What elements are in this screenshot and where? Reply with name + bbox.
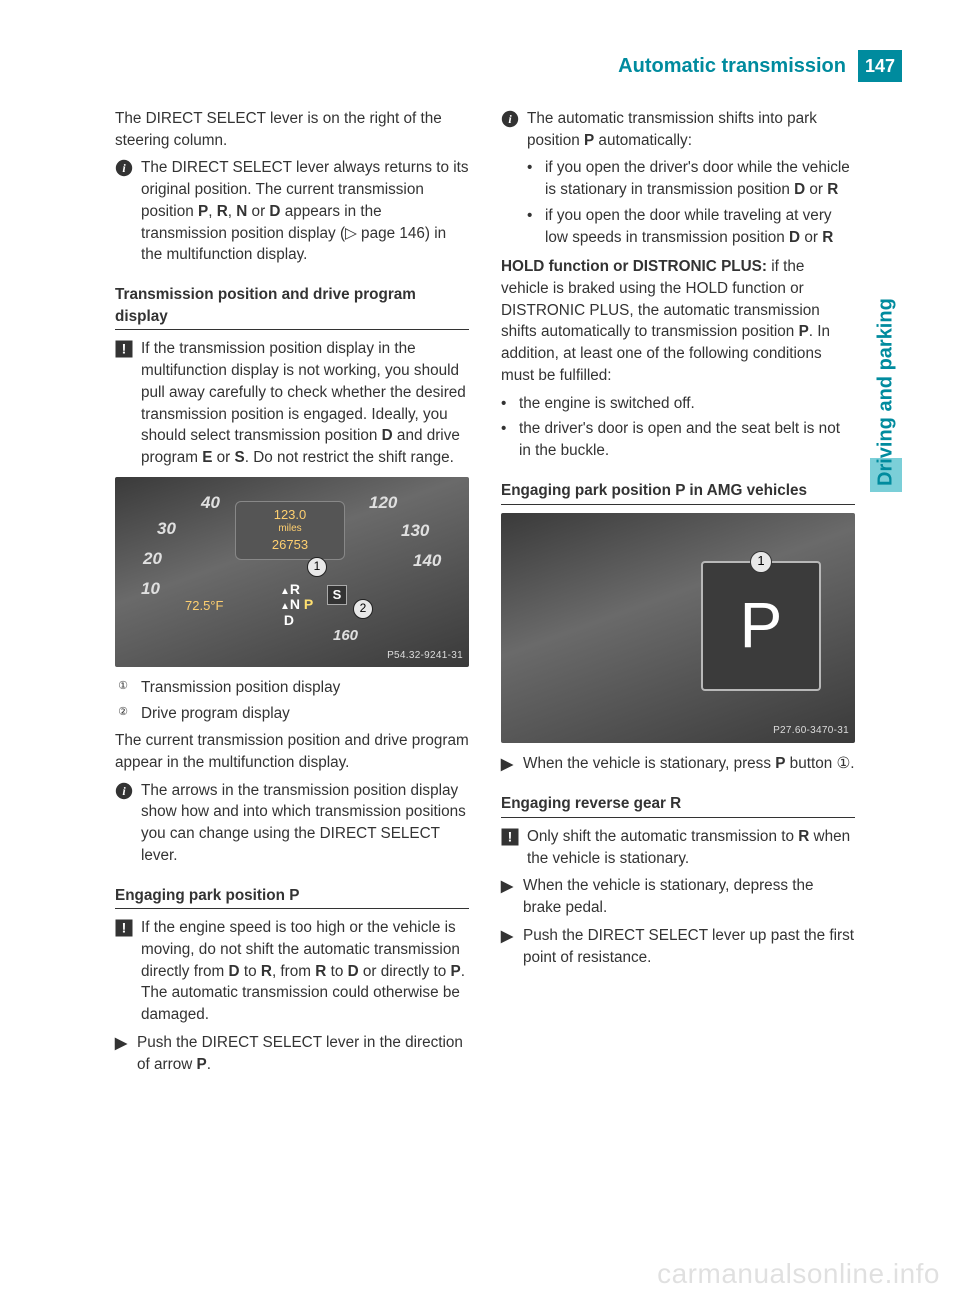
warning-block: ! Only shift the automatic transmission … xyxy=(501,826,855,869)
subheading: Engaging park position P xyxy=(115,885,469,907)
step-text: Push the DIRECT SELECT lever in the dire… xyxy=(137,1032,469,1075)
callout-2: 2 xyxy=(353,599,373,619)
step-block: ▶ When the vehicle is stationary, press … xyxy=(501,753,855,776)
figure-amg-p-button: P 1 P27.60-3470-31 xyxy=(501,513,855,743)
step-text: When the vehicle is stationary, press P … xyxy=(523,753,855,776)
bullet-icon: • xyxy=(527,205,537,248)
subheading-rule xyxy=(115,329,469,330)
step-arrow-icon: ▶ xyxy=(501,754,515,776)
bullet-icon: • xyxy=(527,157,537,200)
legend-text: Transmission position display xyxy=(141,677,340,699)
callout-1: 1 xyxy=(307,557,327,577)
step-text: When the vehicle is stationary, depress … xyxy=(523,875,855,918)
bullet-icon: • xyxy=(501,393,511,415)
info-icon: i xyxy=(501,110,519,128)
bullet-text: the engine is switched off. xyxy=(519,393,695,415)
legend-row: ② Drive program display xyxy=(115,703,469,725)
info-text: The arrows in the transmission position … xyxy=(141,780,469,867)
warning-block: ! If the engine speed is too high or the… xyxy=(115,917,469,1026)
legend-row: ① Transmission position display xyxy=(115,677,469,699)
warning-icon: ! xyxy=(115,340,133,358)
info-icon: i xyxy=(115,159,133,177)
warning-text: If the engine speed is too high or the v… xyxy=(141,917,469,1026)
legend-marker-2: ② xyxy=(115,705,131,721)
info-block: i The automatic transmission shifts into… xyxy=(501,108,855,151)
figure-code: P27.60-3470-31 xyxy=(773,724,849,738)
figure-code: P54.32-9241-31 xyxy=(387,649,463,663)
step-arrow-icon: ▶ xyxy=(115,1033,129,1075)
bullet: • the driver's door is open and the seat… xyxy=(501,418,855,461)
sub-bullet-list: • if you open the driver's door while th… xyxy=(501,157,855,248)
step-arrow-icon: ▶ xyxy=(501,926,515,968)
step-block: ▶ Push the DIRECT SELECT lever in the di… xyxy=(115,1032,469,1075)
warning-text: If the transmission position display in … xyxy=(141,338,469,468)
subheading: Engaging reverse gear R xyxy=(501,793,855,815)
info-icon: i xyxy=(115,782,133,800)
section-title: Automatic transmission xyxy=(618,50,858,82)
sub-bullet-text: if you open the door while traveling at … xyxy=(545,205,855,248)
gauge-overlay: 40 30 20 10 120 130 140 123.0 miles 2675… xyxy=(115,477,469,667)
warning-icon: ! xyxy=(115,919,133,937)
page-number: 147 xyxy=(858,50,902,82)
legend-text: Drive program display xyxy=(141,703,290,725)
side-tab-label: Driving and parking xyxy=(874,132,898,492)
warning-icon: ! xyxy=(501,828,519,846)
svg-text:!: ! xyxy=(122,341,127,357)
step-arrow-icon: ▶ xyxy=(501,876,515,918)
paragraph: The DIRECT SELECT lever is on the right … xyxy=(115,108,469,151)
sub-bullet: • if you open the driver's door while th… xyxy=(527,157,855,200)
column-left: The DIRECT SELECT lever is on the right … xyxy=(115,108,469,1081)
info-text: The DIRECT SELECT lever always returns t… xyxy=(141,157,469,266)
column-right: i The automatic transmission shifts into… xyxy=(501,108,855,1081)
legend-marker-1: ① xyxy=(115,679,131,695)
subheading-rule xyxy=(501,817,855,818)
subheading: Engaging park position P in AMG vehicles xyxy=(501,480,855,502)
callout-1: 1 xyxy=(750,551,772,573)
gauge-center-display: 123.0 miles 26753 xyxy=(235,501,345,560)
gauge-drive-program: S xyxy=(327,585,347,605)
page-header: Automatic transmission 147 xyxy=(618,50,902,82)
subheading-rule xyxy=(501,504,855,505)
step-block: ▶ Push the DIRECT SELECT lever up past t… xyxy=(501,925,855,968)
subheading: Transmission position and drive program … xyxy=(115,284,469,327)
sub-bullet-text: if you open the driver's door while the … xyxy=(545,157,855,200)
watermark: carmanualsonline.info xyxy=(657,1258,940,1290)
p-button-overlay: P 1 xyxy=(701,561,821,691)
step-text: Push the DIRECT SELECT lever up past the… xyxy=(523,925,855,968)
bullet-icon: • xyxy=(501,418,511,461)
warning-text: Only shift the automatic transmission to… xyxy=(527,826,855,869)
svg-text:!: ! xyxy=(122,920,127,936)
info-text: The automatic transmission shifts into p… xyxy=(527,108,855,151)
side-tab: Driving and parking xyxy=(870,132,902,492)
paragraph: The current transmission position and dr… xyxy=(115,730,469,773)
warning-block: ! If the transmission position display i… xyxy=(115,338,469,468)
subheading-rule xyxy=(115,908,469,909)
info-block: i The DIRECT SELECT lever always returns… xyxy=(115,157,469,266)
step-block: ▶ When the vehicle is stationary, depres… xyxy=(501,875,855,918)
figure-instrument-cluster: 40 30 20 10 120 130 140 123.0 miles 2675… xyxy=(115,477,469,667)
bullet: • the engine is switched off. xyxy=(501,393,855,415)
sub-bullet: • if you open the door while traveling a… xyxy=(527,205,855,248)
info-block: i The arrows in the transmission positio… xyxy=(115,780,469,867)
bullet-text: the driver's door is open and the seat b… xyxy=(519,418,855,461)
page-content: The DIRECT SELECT lever is on the right … xyxy=(115,108,855,1081)
svg-text:!: ! xyxy=(508,828,513,844)
paragraph: HOLD function or DISTRONIC PLUS: if the … xyxy=(501,256,855,386)
gauge-transmission-letters: ▲R ▲N P D xyxy=(280,582,313,628)
